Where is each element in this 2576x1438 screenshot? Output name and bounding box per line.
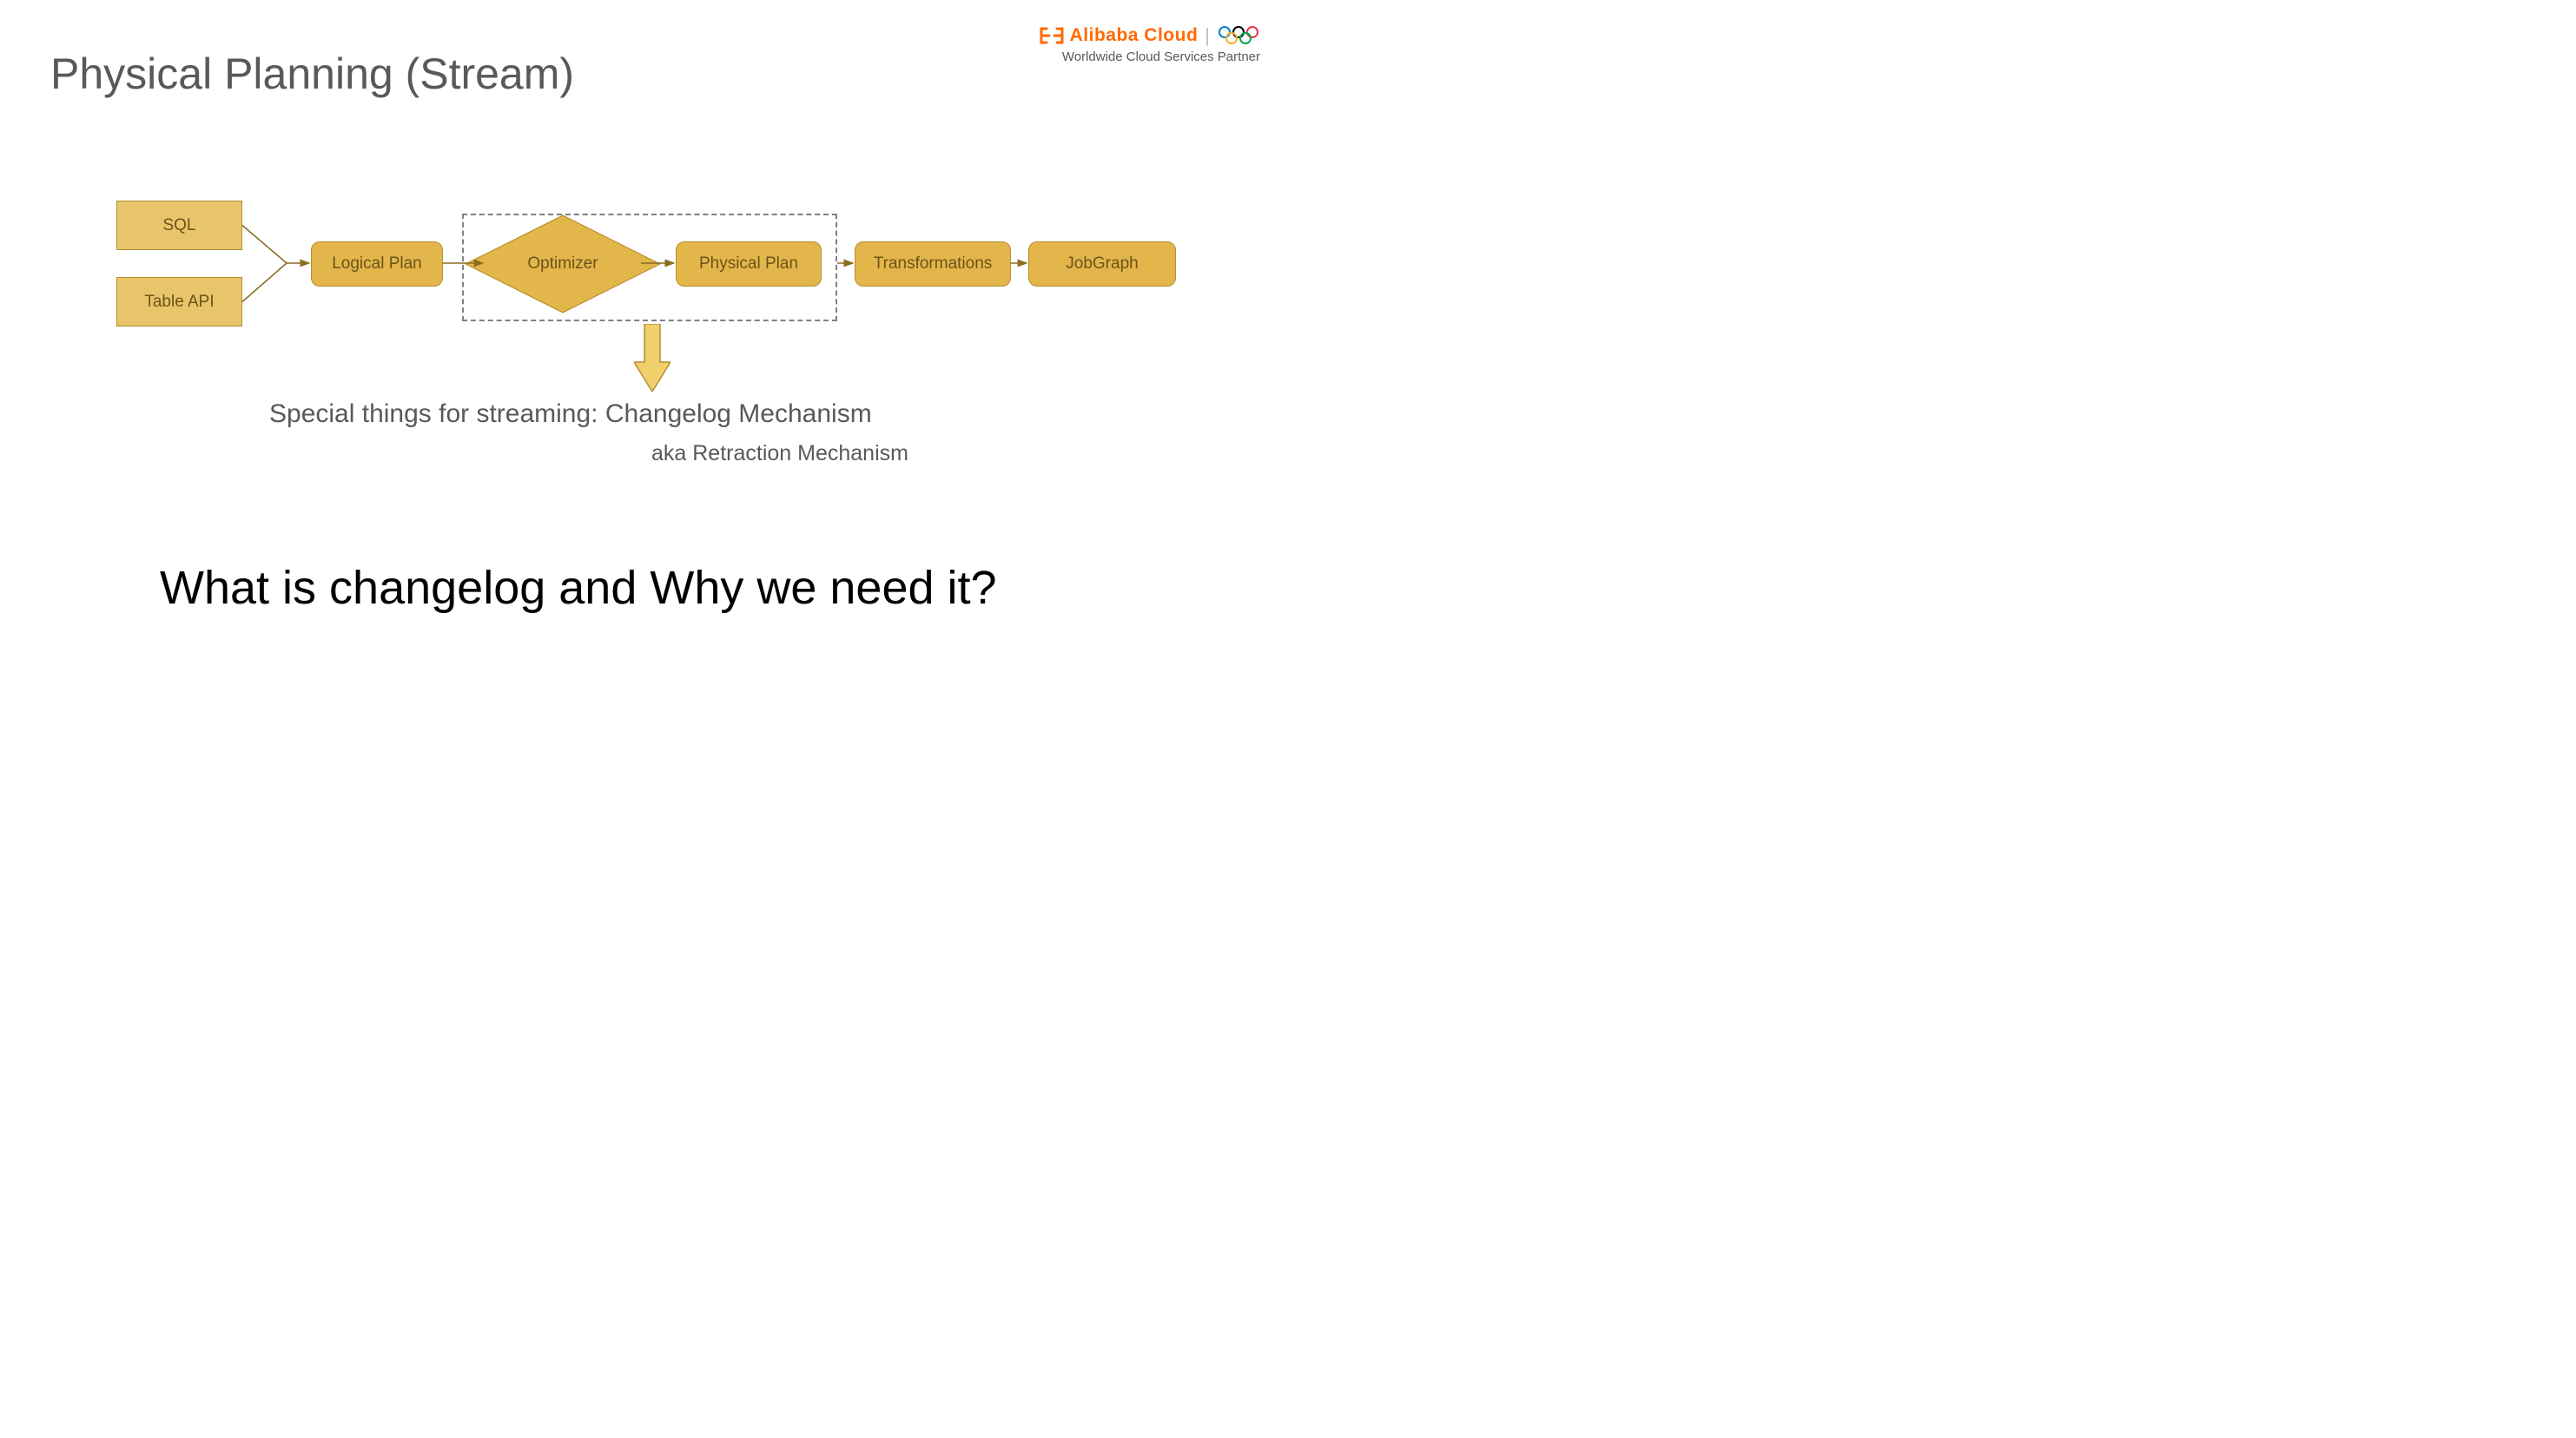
node-physical-plan: Physical Plan — [676, 241, 822, 287]
node-jobgraph-label: JobGraph — [1066, 254, 1138, 274]
node-tableapi-label: Table API — [144, 293, 214, 312]
node-optimizer: Optimizer — [485, 224, 641, 304]
node-sql: SQL — [116, 201, 242, 250]
node-transformations: Transformations — [855, 241, 1011, 287]
node-transformations-label: Transformations — [874, 254, 993, 274]
brand-logo: Alibaba Cloud | Worldwide Cloud Services… — [1039, 24, 1260, 64]
brand-text: Alibaba Cloud — [1070, 25, 1199, 46]
brand-logo-top: Alibaba Cloud | — [1039, 24, 1260, 47]
page-title: Physical Planning (Stream) — [50, 49, 574, 99]
node-logical-plan: Logical Plan — [311, 241, 443, 287]
caption-changelog: Special things for streaming: Changelog … — [269, 399, 872, 429]
node-optimizer-label: Optimizer — [485, 224, 641, 304]
caption-retraction: aka Retraction Mechanism — [651, 441, 908, 466]
node-jobgraph: JobGraph — [1028, 241, 1176, 287]
node-sql-label: SQL — [162, 216, 195, 235]
node-physical-plan-label: Physical Plan — [699, 254, 798, 274]
olympic-rings-icon — [1217, 25, 1260, 46]
brand-separator: | — [1205, 24, 1210, 47]
brand-bracket-icon — [1039, 27, 1065, 44]
node-tableapi: Table API — [116, 277, 242, 327]
brand-subtitle: Worldwide Cloud Services Partner — [1039, 49, 1260, 64]
question-text: What is changelog and Why we need it? — [160, 561, 997, 615]
node-logical-plan-label: Logical Plan — [332, 254, 422, 274]
big-down-arrow-icon — [634, 324, 670, 392]
brand-name: Alibaba Cloud — [1039, 25, 1199, 46]
